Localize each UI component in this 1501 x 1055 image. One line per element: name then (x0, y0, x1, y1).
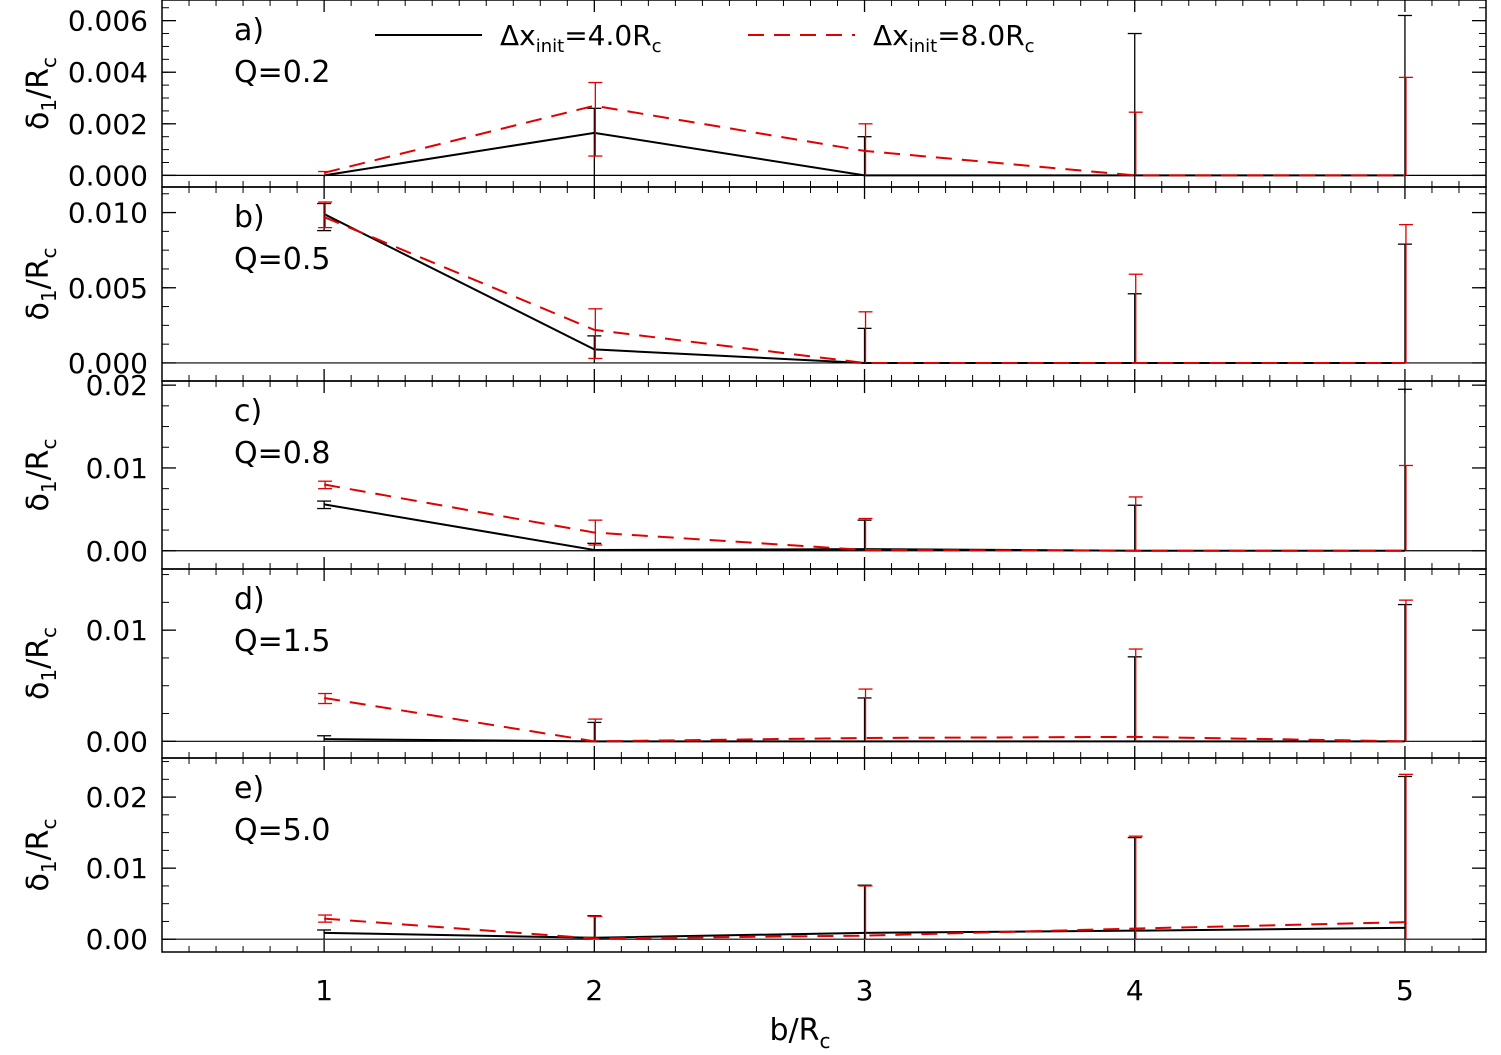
series-dashed (318, 599, 1413, 743)
legend-label-dashed: Δxinit=8.0Rc (873, 19, 1035, 57)
q-label: Q=0.8 (234, 436, 330, 471)
x-tick-label: 2 (585, 974, 603, 1007)
y-tick-label: 0.000 (68, 347, 148, 380)
x-tick-label: 5 (1396, 974, 1414, 1007)
y-tick-label: 0.02 (86, 369, 148, 402)
y-tick-label: 0.005 (68, 272, 148, 305)
panel-c: 0.00 0.01 0.02 δ1/Rc c) Q=0.8 (21, 369, 1487, 570)
x-tick-label: 4 (1126, 974, 1144, 1007)
series-line (323, 216, 1405, 364)
panel-frame (161, 0, 1487, 188)
series-line (323, 483, 1405, 552)
x-axis-tick-labels: 1 2 3 4 5 (315, 974, 1414, 1007)
y-tick-label: 0.02 (86, 781, 148, 814)
panel-label: e) (234, 771, 264, 806)
y-axis-label: δ1/Rc (21, 57, 61, 130)
panel-frame (161, 380, 1487, 570)
y-tick-label: 0.01 (86, 852, 148, 885)
y-tick-label: 0.00 (86, 535, 148, 568)
y-axis-label: δ1/Rc (21, 627, 61, 700)
panel-label: c) (234, 394, 262, 429)
y-tick-label: 0.010 (68, 197, 148, 230)
series-solid (317, 388, 1412, 552)
panels: 0.0000.0020.0040.006δ1/Rca)Q=0.20.0000.0… (21, 0, 1487, 956)
y-tick-label: 0.01 (86, 614, 148, 647)
y-axis-label: δ1/Rc (21, 247, 61, 320)
y-tick-label: 0.006 (68, 5, 148, 38)
panel-frame (161, 568, 1487, 759)
y-axis-label: δ1/Rc (21, 818, 61, 891)
series-dashed (318, 76, 1413, 177)
q-label: Q=0.5 (234, 242, 330, 277)
y-tick-label: 0.000 (68, 159, 148, 192)
q-label: Q=1.5 (234, 624, 330, 659)
y-tick-label: 0.01 (86, 452, 148, 485)
x-tick-label: 3 (856, 974, 874, 1007)
series-line (323, 503, 1405, 552)
series-dashed (318, 201, 1413, 364)
series-dashed (318, 464, 1413, 552)
series-solid (317, 603, 1412, 743)
y-tick-label: 0.004 (68, 56, 148, 89)
series-solid (317, 775, 1412, 940)
panel-d: 0.00 0.01 δ1/Rc d) Q=1.5 (21, 568, 1487, 759)
x-axis-label: b/Rc (770, 1013, 831, 1050)
series-line (323, 696, 1405, 743)
panel-label: d) (234, 582, 265, 617)
panel-label: b) (234, 200, 265, 235)
series-line (324, 738, 1405, 743)
y-tick-label: 0.002 (68, 108, 148, 141)
y-tick-label: 0.00 (86, 725, 148, 758)
series-line (324, 926, 1405, 939)
x-tick-label: 1 (315, 974, 333, 1007)
q-label: Q=5.0 (234, 813, 330, 848)
panel-e: 0.00 0.01 0.02 δ1/Rc e) Q=5.0 (21, 757, 1487, 956)
y-tick-label: 0.00 (86, 923, 148, 956)
panel-frame (161, 757, 1487, 953)
panel-label: a) (234, 13, 264, 48)
panel-frame (161, 186, 1487, 382)
series-line (323, 104, 1405, 177)
legend: Δxinit=4.0Rc Δxinit=8.0Rc (375, 19, 1035, 57)
q-label: Q=0.2 (234, 55, 330, 90)
legend-label-solid: Δxinit=4.0Rc (500, 19, 662, 57)
y-axis-label: δ1/Rc (21, 438, 61, 511)
series-dashed (318, 773, 1413, 940)
